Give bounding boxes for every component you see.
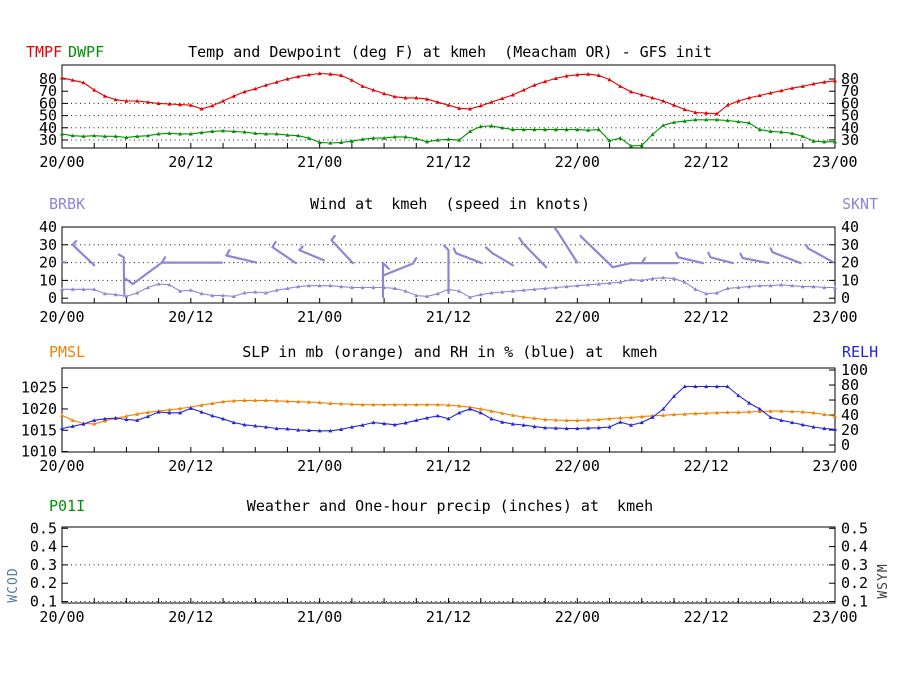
svg-text:21/12: 21/12 <box>426 608 471 626</box>
svg-text:70: 70 <box>841 82 859 100</box>
svg-text:80: 80 <box>39 70 57 88</box>
svg-text:20: 20 <box>39 254 57 272</box>
svg-text:50: 50 <box>841 107 859 125</box>
svg-text:20/12: 20/12 <box>168 608 213 626</box>
svg-text:80: 80 <box>841 70 859 88</box>
svg-text:0.5: 0.5 <box>841 519 868 537</box>
svg-text:60: 60 <box>841 391 859 409</box>
svg-text:21/12: 21/12 <box>426 153 471 171</box>
panel3-title: SLP in mb (orange) and RH in % (blue) at… <box>242 343 658 361</box>
svg-text:22/12: 22/12 <box>684 153 729 171</box>
svg-text:22/12: 22/12 <box>684 457 729 475</box>
svg-text:20/00: 20/00 <box>39 457 84 475</box>
svg-text:22/00: 22/00 <box>555 608 600 626</box>
svg-text:21/00: 21/00 <box>297 153 342 171</box>
p01i-series-label: P01I <box>49 497 86 515</box>
svg-text:40: 40 <box>841 218 859 236</box>
panel2-title: Wind at kmeh (speed in knots) <box>310 195 590 213</box>
panel1-title: Temp and Dewpoint (deg F) at kmeh (Meach… <box>188 43 712 61</box>
relh-series-label: RELH <box>842 343 879 361</box>
svg-text:22/00: 22/00 <box>555 153 600 171</box>
svg-text:22/00: 22/00 <box>555 308 600 326</box>
svg-text:70: 70 <box>39 82 57 100</box>
svg-text:23/00: 23/00 <box>812 308 857 326</box>
svg-text:21/00: 21/00 <box>297 308 342 326</box>
svg-text:40: 40 <box>39 119 57 137</box>
svg-text:10: 10 <box>39 271 57 289</box>
svg-text:21/00: 21/00 <box>297 457 342 475</box>
svg-text:0.5: 0.5 <box>30 519 57 537</box>
svg-text:40: 40 <box>841 119 859 137</box>
svg-text:50: 50 <box>39 107 57 125</box>
svg-text:0.2: 0.2 <box>30 574 57 592</box>
svg-text:40: 40 <box>39 218 57 236</box>
svg-text:60: 60 <box>841 94 859 112</box>
svg-text:100: 100 <box>841 361 868 379</box>
svg-text:40: 40 <box>841 406 859 424</box>
svg-text:0.1: 0.1 <box>30 593 57 611</box>
wsym-axis-label: WSYM <box>876 563 891 599</box>
svg-text:23/00: 23/00 <box>812 457 857 475</box>
svg-text:0.2: 0.2 <box>841 574 868 592</box>
svg-text:1025: 1025 <box>21 379 57 397</box>
svg-text:1020: 1020 <box>21 400 57 418</box>
svg-text:0: 0 <box>841 436 850 454</box>
svg-text:60: 60 <box>39 94 57 112</box>
svg-text:0.1: 0.1 <box>841 593 868 611</box>
svg-text:20/12: 20/12 <box>168 153 213 171</box>
svg-text:21/12: 21/12 <box>426 308 471 326</box>
svg-text:0: 0 <box>841 289 850 307</box>
svg-text:22/00: 22/00 <box>555 457 600 475</box>
svg-text:22/12: 22/12 <box>684 608 729 626</box>
svg-text:23/00: 23/00 <box>812 153 857 171</box>
svg-text:30: 30 <box>39 131 57 149</box>
svg-text:30: 30 <box>841 236 859 254</box>
svg-text:20/12: 20/12 <box>168 308 213 326</box>
panel4-title: Weather and One-hour precip (inches) at … <box>246 497 654 515</box>
dwpf-series-label: DWPF <box>68 43 105 61</box>
svg-text:20/12: 20/12 <box>168 457 213 475</box>
svg-text:80: 80 <box>841 376 859 394</box>
wcod-axis-label: WCOD <box>6 567 21 603</box>
svg-text:1010: 1010 <box>21 443 57 461</box>
svg-text:22/12: 22/12 <box>684 308 729 326</box>
tmpf-series-label: TMPF <box>26 43 63 61</box>
svg-text:20/00: 20/00 <box>39 153 84 171</box>
svg-text:0.4: 0.4 <box>30 538 57 556</box>
svg-text:10: 10 <box>841 271 859 289</box>
svg-text:20/00: 20/00 <box>39 608 84 626</box>
svg-text:30: 30 <box>39 236 57 254</box>
svg-text:0: 0 <box>48 289 57 307</box>
svg-text:30: 30 <box>841 131 859 149</box>
svg-text:20: 20 <box>841 421 859 439</box>
svg-text:23/00: 23/00 <box>812 608 857 626</box>
svg-text:20/00: 20/00 <box>39 308 84 326</box>
svg-text:0.4: 0.4 <box>841 538 868 556</box>
svg-text:20: 20 <box>841 254 859 272</box>
svg-text:0.3: 0.3 <box>30 556 57 574</box>
svg-text:1015: 1015 <box>21 421 57 439</box>
svg-text:21/00: 21/00 <box>297 608 342 626</box>
svg-text:21/12: 21/12 <box>426 457 471 475</box>
pmsl-series-label: PMSL <box>49 343 86 361</box>
brbk-series-label: BRBK <box>49 195 86 213</box>
sknt-series-label: SKNT <box>842 195 879 213</box>
svg-text:0.3: 0.3 <box>841 556 868 574</box>
